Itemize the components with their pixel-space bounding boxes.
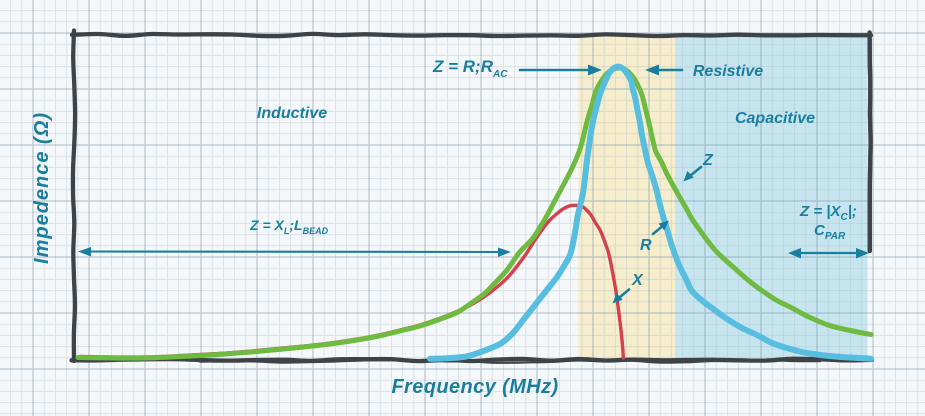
- svg-text:Z = R;RAC: Z = R;RAC: [432, 57, 508, 80]
- svg-text:Z: Z: [702, 152, 714, 169]
- svg-text:Inductive: Inductive: [257, 105, 327, 122]
- svg-text:R: R: [640, 237, 652, 254]
- svg-text:Impedence (Ω): Impedence (Ω): [31, 112, 53, 264]
- svg-text:X: X: [631, 272, 644, 289]
- svg-text:Frequency (MHz): Frequency (MHz): [391, 376, 558, 398]
- svg-text:Z = XL;LBEAD: Z = XL;LBEAD: [249, 217, 329, 236]
- svg-text:Capacitive: Capacitive: [735, 110, 815, 127]
- svg-text:Resistive: Resistive: [693, 63, 763, 80]
